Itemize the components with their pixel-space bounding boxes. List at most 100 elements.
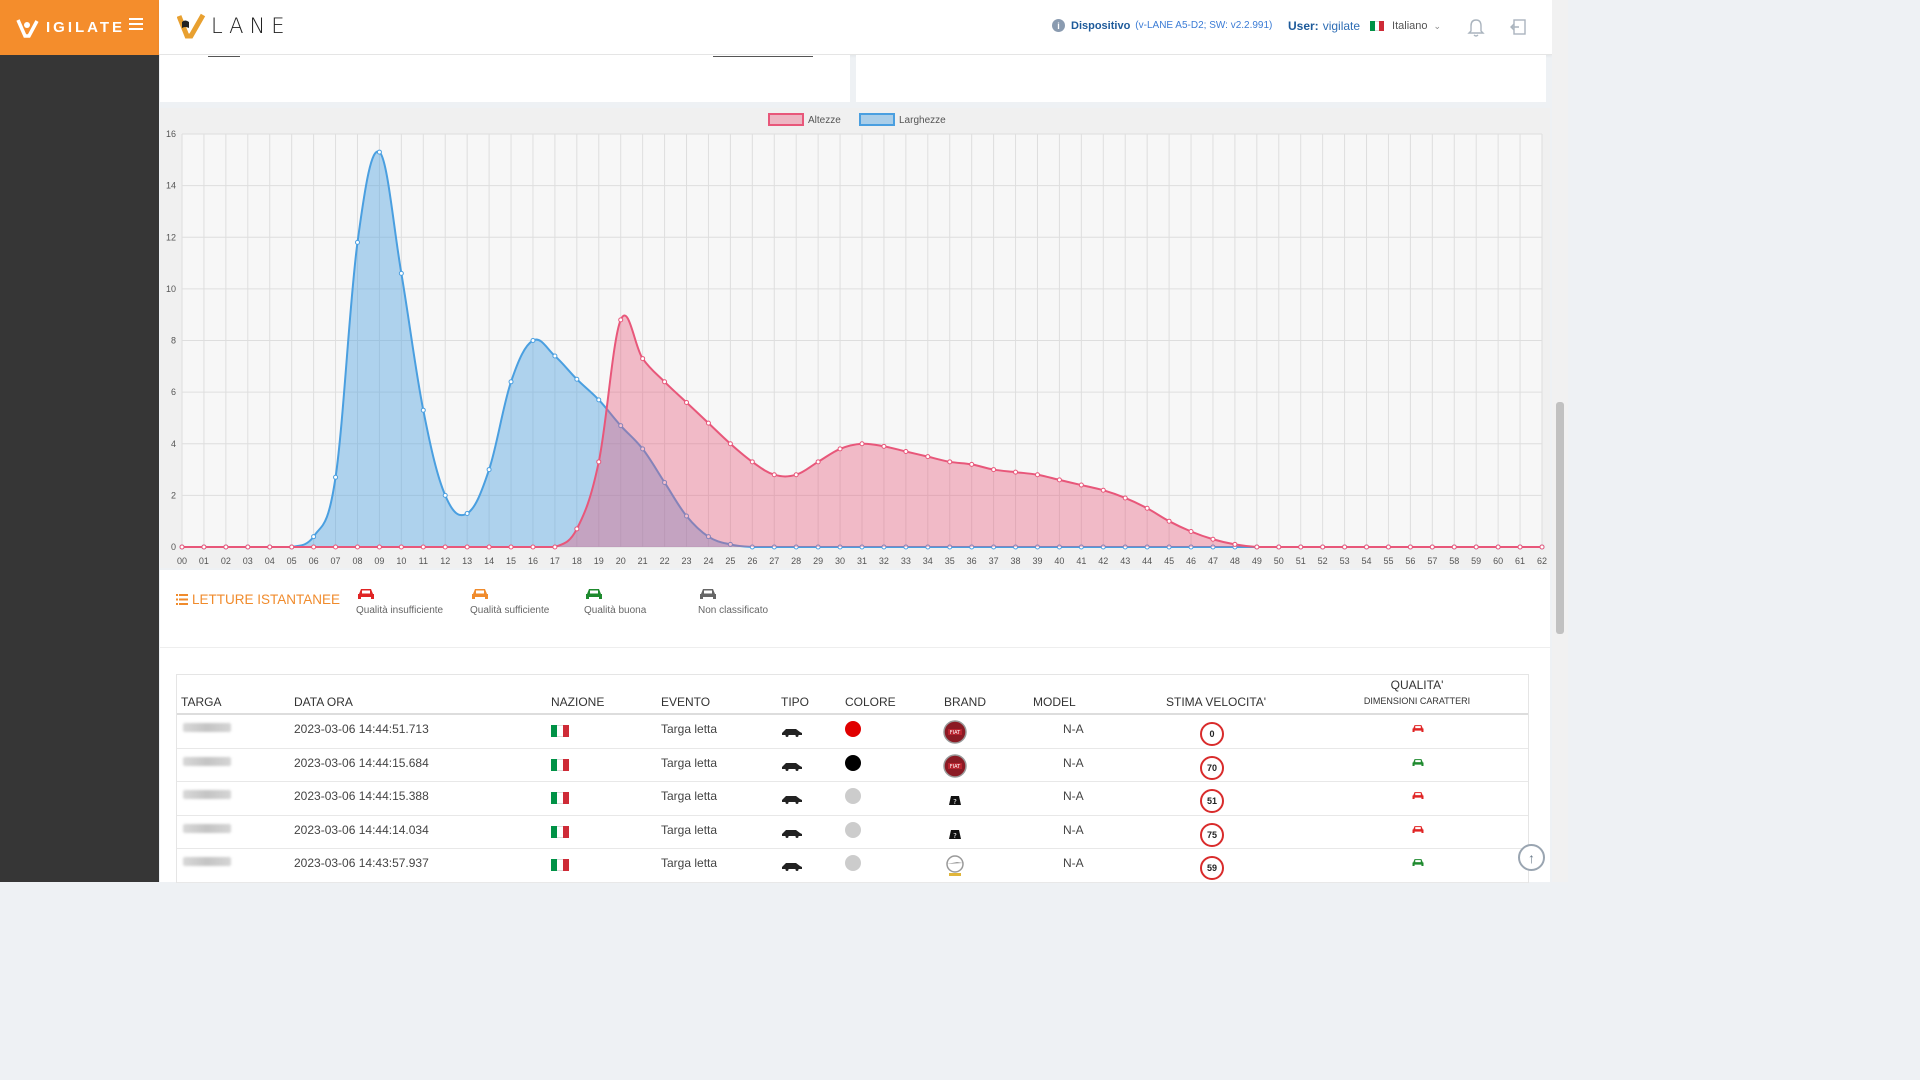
col-brand[interactable]: BRAND — [944, 695, 987, 709]
data-point — [925, 454, 931, 460]
table-row[interactable]: 2023-03-06 14:43:57.937 Targa letta N-A 59 — [177, 849, 1528, 883]
data-point — [903, 544, 909, 550]
brand-name: IGILATE — [46, 19, 126, 36]
x-tick-label: 53 — [1340, 556, 1350, 566]
quality-car-icon — [1412, 825, 1424, 833]
data-point — [376, 149, 382, 155]
table-row[interactable]: 2023-03-06 14:44:15.388 Targa letta? N-A 51 — [177, 782, 1528, 816]
col-qualita[interactable]: QUALITA' DIMENSIONI CARATTERI — [1363, 678, 1471, 706]
data-point — [245, 544, 251, 550]
scrollbar-thumb[interactable] — [1556, 402, 1564, 634]
col-model[interactable]: MODEL — [1033, 695, 1076, 709]
speed-badge: 59 — [1200, 856, 1224, 880]
data-point — [1188, 544, 1194, 550]
partial-element — [208, 55, 240, 57]
data-point — [486, 467, 492, 473]
data-point — [837, 544, 843, 550]
y-tick-label: 10 — [166, 284, 176, 294]
data-point — [311, 544, 317, 550]
col-evento[interactable]: EVENTO — [661, 695, 711, 709]
snapshots-section: LETTURE ISTANTANEE Qualità insufficiente… — [160, 570, 1550, 883]
sidebar — [0, 55, 159, 882]
data-point — [640, 446, 646, 452]
data-point — [1451, 544, 1457, 550]
x-tick-label: 11 — [419, 556, 428, 566]
car-green-icon — [586, 589, 602, 599]
language-select[interactable]: Italiano — [1392, 20, 1428, 32]
car-type-icon — [782, 762, 802, 771]
vehicle-color-swatch — [845, 855, 861, 871]
speed-badge: 51 — [1200, 789, 1224, 813]
plate-blurred — [183, 723, 231, 732]
col-targa[interactable]: TARGA — [181, 695, 222, 709]
data-point — [618, 423, 624, 429]
user-menu[interactable]: User: vigilate Italiano ⌄ — [1288, 19, 1441, 33]
top-header: LANE i Dispositivo (v-LANE A5-D2; SW: v2… — [159, 0, 1552, 55]
legend-swatch — [768, 113, 804, 126]
x-tick-label: 05 — [287, 556, 297, 566]
x-tick-label: 51 — [1296, 556, 1306, 566]
logout-icon[interactable] — [1510, 18, 1528, 36]
data-point — [881, 544, 887, 550]
data-point — [727, 441, 733, 447]
data-point — [398, 270, 404, 276]
col-stima-velocita[interactable]: STIMA VELOCITA' — [1166, 695, 1267, 709]
list-icon — [176, 594, 188, 605]
svg-text:FIAT: FIAT — [950, 730, 961, 736]
app-logo[interactable]: LANE — [177, 12, 291, 40]
x-tick-label: 10 — [396, 556, 406, 566]
row-model: N-A — [1063, 822, 1084, 837]
table-row[interactable]: 2023-03-06 14:44:15.684 Targa letta FIAT N-… — [177, 749, 1528, 782]
chevron-down-icon[interactable]: ⌄ — [1433, 20, 1442, 31]
data-point — [508, 379, 514, 385]
x-tick-label: 06 — [309, 556, 319, 566]
data-point — [574, 376, 580, 382]
data-point — [574, 526, 580, 532]
x-tick-label: 47 — [1208, 556, 1218, 566]
x-tick-label: 09 — [374, 556, 384, 566]
data-point — [991, 467, 997, 473]
x-tick-label: 28 — [791, 556, 801, 566]
car-type-icon — [782, 863, 802, 871]
x-tick-label: 52 — [1318, 556, 1328, 566]
brand-logo-area: IGILATE — [0, 0, 159, 55]
car-type-icon — [782, 729, 802, 737]
legend-quality-sufficient: Qualità sufficiente — [470, 586, 549, 616]
device-info: i Dispositivo (v-LANE A5-D2; SW: v2.2.99… — [1052, 19, 1272, 32]
data-point — [771, 472, 777, 478]
car-gray-icon — [700, 589, 716, 599]
col-data-ora[interactable]: DATA ORA — [294, 695, 353, 709]
x-tick-label: 02 — [221, 556, 231, 566]
data-point — [859, 544, 865, 550]
data-point — [881, 443, 887, 449]
car-type-icon — [782, 796, 802, 804]
x-tick-label: 22 — [660, 556, 670, 566]
data-point — [1100, 487, 1106, 493]
scroll-to-top-button[interactable]: ↑ — [1518, 844, 1545, 871]
col-nazione[interactable]: NAZIONE — [551, 695, 605, 709]
data-point — [771, 544, 777, 550]
col-colore[interactable]: COLORE — [845, 695, 896, 709]
menu-toggle-icon[interactable] — [129, 18, 143, 30]
user-name: vigilate — [1322, 19, 1361, 33]
bell-icon[interactable] — [1467, 18, 1485, 38]
row-model: N-A — [1063, 789, 1084, 803]
page-scrollbar[interactable] — [1552, 0, 1568, 882]
data-point — [618, 317, 624, 323]
x-tick-label: 61 — [1515, 556, 1525, 566]
col-tipo[interactable]: TIPO — [781, 695, 810, 709]
x-tick-label: 15 — [506, 556, 516, 566]
table-row[interactable]: 2023-03-06 14:44:51.713 Targa letta FIAT N-… — [177, 715, 1528, 749]
x-tick-label: 07 — [331, 556, 341, 566]
data-point — [662, 479, 668, 485]
data-point — [837, 446, 843, 452]
data-point — [442, 544, 448, 550]
x-tick-label: 46 — [1186, 556, 1196, 566]
x-tick-label: 26 — [747, 556, 757, 566]
table-row[interactable]: 2023-03-06 14:44:14.034 Targa letta? N-A 75 — [177, 816, 1528, 849]
data-point — [1385, 544, 1391, 550]
x-tick-label: 24 — [703, 556, 713, 566]
italy-flag-icon — [551, 792, 569, 804]
y-tick-label: 4 — [171, 439, 176, 449]
vigilate-logo[interactable]: IGILATE — [16, 17, 125, 39]
